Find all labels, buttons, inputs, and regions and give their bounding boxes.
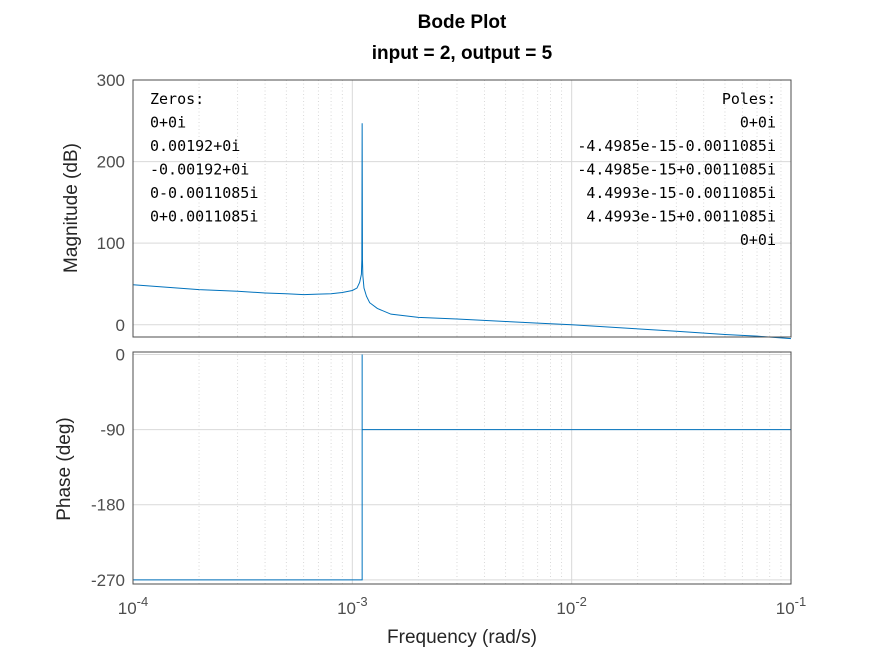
zero-value: -0.00192+0i	[150, 161, 249, 179]
xtick-label: 10-2	[556, 594, 586, 618]
magnitude-ytick-label: 0	[116, 316, 125, 335]
x-axis-label: Frequency (rad/s)	[387, 627, 537, 648]
phase-ytick-label: -270	[91, 571, 125, 590]
phase-grid	[132, 352, 792, 584]
magnitude-ytick-label: 100	[97, 234, 125, 253]
xtick-label: 10-1	[776, 594, 806, 618]
phase-series	[133, 354, 791, 581]
chart-title: Bode Plot	[418, 12, 507, 33]
pole-value: 0+0i	[740, 231, 776, 249]
phase-line	[133, 354, 791, 581]
magnitude-panel: 0 100 200 300 Magnitude (dB) Zeros: 0+0i 0.00…	[61, 71, 792, 340]
zero-value: 0+0i	[150, 114, 186, 132]
x-tick-labels: 10-4 10-3 10-2 10-1	[118, 594, 806, 618]
magnitude-ytick-label: 300	[97, 71, 125, 90]
xtick-label: 10-3	[337, 594, 367, 618]
pole-value: -4.4985e-15-0.0011085i	[577, 137, 776, 155]
zero-value: 0.00192+0i	[150, 137, 240, 155]
phase-ytick-label: 0	[116, 346, 125, 365]
magnitude-axes-box	[132, 79, 792, 338]
pole-value: 4.4993e-15+0.0011085i	[586, 208, 776, 226]
pole-value: 4.4993e-15-0.0011085i	[586, 184, 776, 202]
magnitude-ylabel: Magnitude (dB)	[61, 143, 82, 273]
xtick-label: 10-4	[118, 594, 148, 618]
magnitude-ytick-label: 200	[97, 153, 125, 172]
magnitude-series	[132, 123, 792, 340]
phase-ytick-label: -90	[100, 421, 125, 440]
magnitude-line	[132, 123, 792, 340]
pole-value: -4.4985e-15+0.0011085i	[577, 161, 776, 179]
zeros-header: Zeros:	[150, 90, 204, 108]
phase-panel: 0 -90 -180 -270 Phase (deg)	[54, 346, 792, 590]
pole-value: 0+0i	[740, 114, 776, 132]
phase-ylabel: Phase (deg)	[54, 417, 75, 521]
phase-axes-box	[132, 351, 792, 585]
phase-y-ticks: 0 -90 -180 -270	[91, 346, 125, 590]
zeros-poles-annotation: Zeros: 0+0i 0.00192+0i -0.00192+0i 0-0.00110…	[150, 90, 776, 249]
zero-value: 0+0.0011085i	[150, 208, 258, 226]
zero-value: 0-0.0011085i	[150, 184, 258, 202]
magnitude-grid	[132, 79, 792, 337]
phase-ytick-label: -180	[91, 496, 125, 515]
chart-subtitle: input = 2, output = 5	[372, 43, 553, 64]
poles-header: Poles:	[722, 90, 776, 108]
magnitude-y-ticks: 0 100 200 300	[97, 71, 125, 335]
